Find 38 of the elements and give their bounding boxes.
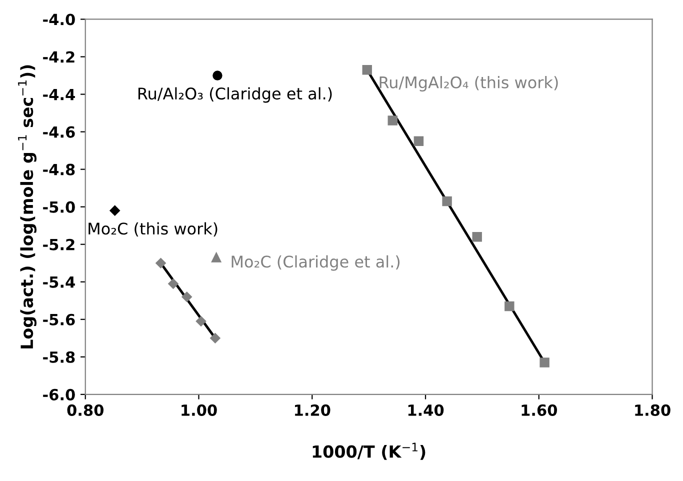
y-tick-label: -5.0 — [43, 201, 75, 213]
point — [442, 196, 452, 206]
point — [182, 292, 192, 302]
point — [211, 252, 222, 262]
point — [156, 258, 166, 268]
y-tick-label: -5.4 — [43, 276, 75, 288]
y-tick-label: -4.4 — [43, 88, 75, 100]
point — [472, 232, 482, 242]
x-axis-title: 1000/T (K$^{−1}$) — [312, 442, 426, 460]
series-label: Mo₂C (this work) — [88, 222, 218, 237]
y-tick-label: -6.0 — [43, 388, 75, 400]
y-tick-label: -5.8 — [43, 351, 75, 363]
x-tick-label: 1.00 — [182, 404, 217, 416]
series-label: Mo₂C (Claridge et al.) — [232, 255, 400, 271]
x-tick-label: 1.60 — [522, 404, 558, 416]
point — [504, 301, 514, 312]
x-tick-label: 1.40 — [408, 404, 444, 416]
point — [414, 136, 424, 146]
x-tick-label: 1.80 — [635, 404, 670, 416]
y-tick-label: -5.6 — [43, 314, 75, 326]
point — [362, 65, 372, 75]
point — [388, 116, 398, 126]
series-label: Ru/Al₂O₃ (Claridge et al.) — [138, 87, 332, 103]
y-tick-label: -4.8 — [43, 164, 75, 176]
point — [168, 278, 178, 289]
point — [110, 205, 120, 216]
y-tick-label: -5.2 — [43, 238, 74, 250]
series-label: Ru/MgAl₂O₄ (this work) — [380, 76, 558, 92]
y-tick-label: -4.2 — [43, 51, 74, 63]
point — [210, 333, 220, 344]
y-tick-label: -4.6 — [43, 126, 75, 138]
point — [540, 358, 550, 368]
x-tick-label: 0.80 — [67, 404, 104, 416]
point — [212, 70, 222, 80]
point — [196, 316, 206, 326]
x-tick-label: 1.20 — [295, 404, 330, 416]
y-tick-label: -4.0 — [43, 14, 75, 26]
y-axis-title: Log(act.) (log(mole g$^{−1}$ sec$^{−1}$)) — [18, 65, 37, 348]
